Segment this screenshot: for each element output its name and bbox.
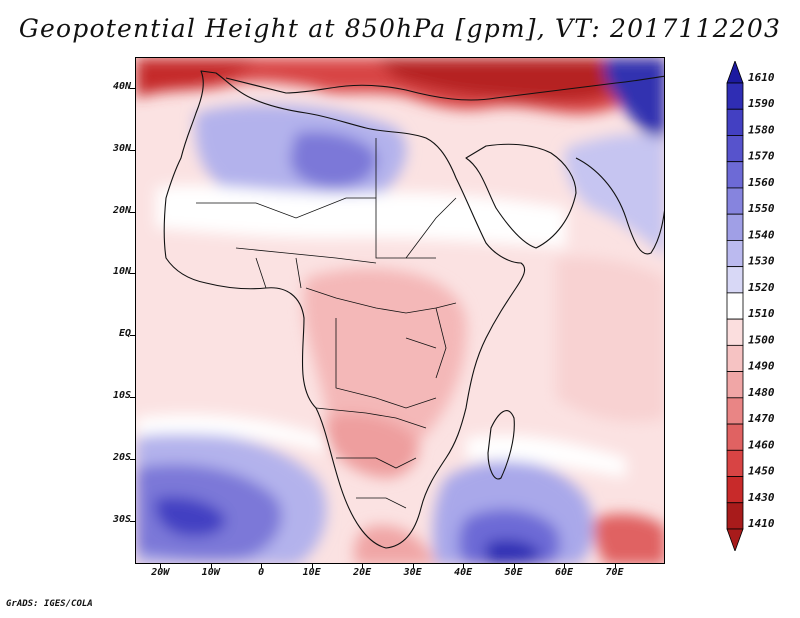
x-tick-mark: [210, 564, 212, 568]
y-tick-label: 40N: [112, 80, 131, 92]
y-tick-mark: [130, 335, 135, 337]
y-tick-mark: [130, 397, 135, 399]
colorbar-cell: [726, 108, 744, 136]
y-tick-label: 20N: [112, 204, 131, 216]
y-tick-label: 10S: [112, 390, 131, 402]
x-tick-label: 70E: [605, 567, 624, 578]
x-tick-mark: [311, 564, 313, 568]
y-tick-label: 30N: [112, 142, 131, 154]
y-tick-mark: [130, 458, 135, 460]
colorbar-cell: [726, 213, 744, 241]
colorbar-cell: [726, 240, 744, 268]
x-tick-label: 10W: [201, 567, 220, 578]
x-tick-mark: [513, 564, 515, 568]
colorbar-level-label: 1530: [748, 255, 775, 268]
colorbar-level-label: 1510: [748, 307, 775, 320]
y-tick-label: 20S: [112, 451, 131, 463]
coastlines: [163, 70, 664, 549]
colorbar-cell: [726, 502, 744, 530]
colorbar-cell: [726, 318, 744, 346]
x-tick-mark: [412, 564, 414, 568]
y-tick-mark: [130, 87, 135, 89]
colorbar-cell: [726, 292, 744, 320]
colorbar-level-label: 1450: [748, 465, 775, 478]
x-tick-label: 10E: [302, 567, 321, 578]
x-tick-mark: [614, 564, 616, 568]
y-tick-mark: [130, 273, 135, 275]
colorbar-cell: [726, 266, 744, 294]
colorbar-cell: [726, 449, 744, 477]
colorbar-level-label: 1480: [748, 386, 775, 399]
madagascar-coastline: [487, 410, 515, 480]
x-tick-label: 40E: [454, 567, 473, 578]
y-tick-label: EQ: [118, 328, 131, 340]
map-plot-area: [135, 57, 665, 564]
colorbar-level-label: 1430: [748, 491, 775, 504]
colorbar-level-label: 1590: [748, 97, 775, 110]
geopotential-height-field: [136, 58, 664, 563]
colorbar-cell: [726, 423, 744, 451]
x-tick-label: 20W: [151, 567, 170, 578]
colorbar-level-label: 1470: [748, 412, 775, 425]
x-tick-label: 50E: [504, 567, 523, 578]
colorbar-cell: [726, 397, 744, 425]
colorbar-cell: [726, 161, 744, 189]
colorbar-level-label: 1490: [748, 360, 775, 373]
mediterranean-line: [225, 75, 664, 101]
colorbar-level-label: 1580: [748, 123, 775, 136]
x-tick-label: 0: [258, 567, 265, 578]
y-tick-mark: [130, 520, 135, 522]
colorbar-cell: [726, 344, 744, 372]
colorbar-cell: [726, 187, 744, 215]
y-tick-label: 10N: [112, 266, 131, 278]
x-tick-mark: [261, 564, 263, 568]
colorbar-top-triangle: [726, 61, 744, 84]
y-tick-label: 30S: [112, 513, 131, 525]
x-tick-mark: [564, 564, 566, 568]
x-tick-mark: [160, 564, 162, 568]
x-tick-mark: [362, 564, 364, 568]
colorbar-level-label: 1550: [748, 202, 775, 215]
colorbar-cell: [726, 476, 744, 504]
africa-coastline: [163, 70, 526, 549]
india-coastline: [575, 157, 664, 255]
colorbar-cell: [726, 371, 744, 399]
colorbar-cell: [726, 82, 744, 110]
country-borders: [196, 138, 457, 509]
colorbar-level-label: 1410: [748, 517, 775, 530]
colorbar-level-label: 1610: [748, 71, 775, 84]
x-tick-label: 20E: [353, 567, 372, 578]
colorbar-level-label: 1560: [748, 176, 775, 189]
colorbar: 1610 1590 1580 1570 1560 1550 1540 1530 1520 1510…: [726, 61, 775, 551]
colorbar-level-label: 1520: [748, 281, 775, 294]
colorbar-level-label: 1540: [748, 228, 775, 241]
grads-credit: GrADS: IGES/COLA: [6, 599, 93, 609]
x-tick-label: 30E: [403, 567, 422, 578]
arabia-coastline: [465, 143, 577, 249]
colorbar-cell: [726, 135, 744, 163]
y-tick-mark: [130, 149, 135, 151]
colorbar-level-label: 1500: [748, 333, 775, 346]
colorbar-level-label: 1570: [748, 150, 775, 163]
x-tick-mark: [463, 564, 465, 568]
colorbar-bottom-triangle: [726, 528, 744, 551]
chart-title: Geopotential Height at 850hPa [gpm], VT:…: [18, 14, 782, 43]
x-tick-label: 60E: [555, 567, 574, 578]
colorbar-level-label: 1460: [748, 438, 775, 451]
y-tick-mark: [130, 211, 135, 213]
